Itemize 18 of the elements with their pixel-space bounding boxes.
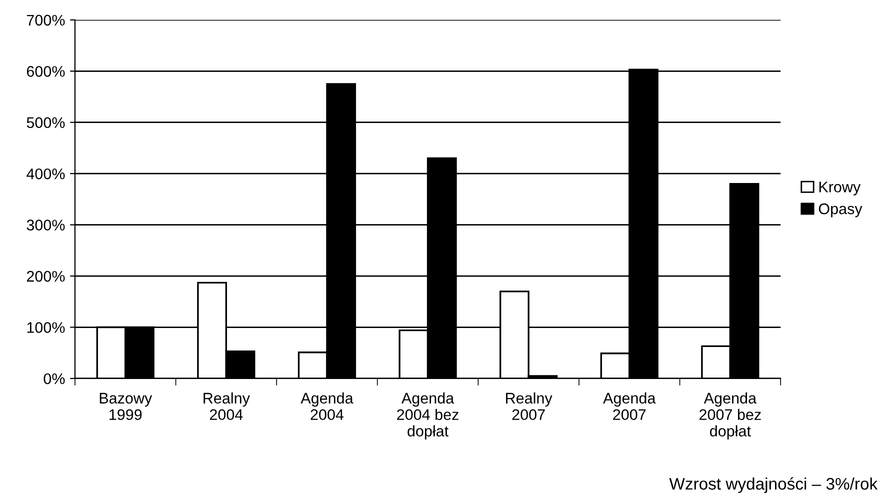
x-tick-label: Agenda 2004 bez dopłat xyxy=(397,392,458,440)
legend-label: Opasy xyxy=(818,203,862,218)
y-tick-label: 700% xyxy=(26,14,65,26)
y-tick-label: 500% xyxy=(26,117,65,128)
y-tick-label: 400% xyxy=(26,168,65,180)
y-tick-label: 600% xyxy=(26,66,65,77)
x-tick-label: Realny 2004 xyxy=(204,392,250,420)
y-tick-label: 200% xyxy=(26,270,65,282)
text: Wzrost wydajności – 3%/rok xyxy=(669,477,878,494)
y-tick-label: 0% xyxy=(44,373,65,384)
x-tick-label: Bazowy 1999 xyxy=(100,392,152,420)
x-tick-label: Agenda 2004 xyxy=(300,392,354,420)
y-tick-label: 300% xyxy=(26,220,65,230)
legend-label: Krowy xyxy=(819,182,861,196)
x-tick-label: Agenda 2007 bez dopłat xyxy=(700,392,761,440)
y-tick-label: 100% xyxy=(27,322,65,333)
x-tick-label: Realny 2007 xyxy=(506,392,552,420)
x-tick-label: Agenda 2007 xyxy=(603,392,656,420)
